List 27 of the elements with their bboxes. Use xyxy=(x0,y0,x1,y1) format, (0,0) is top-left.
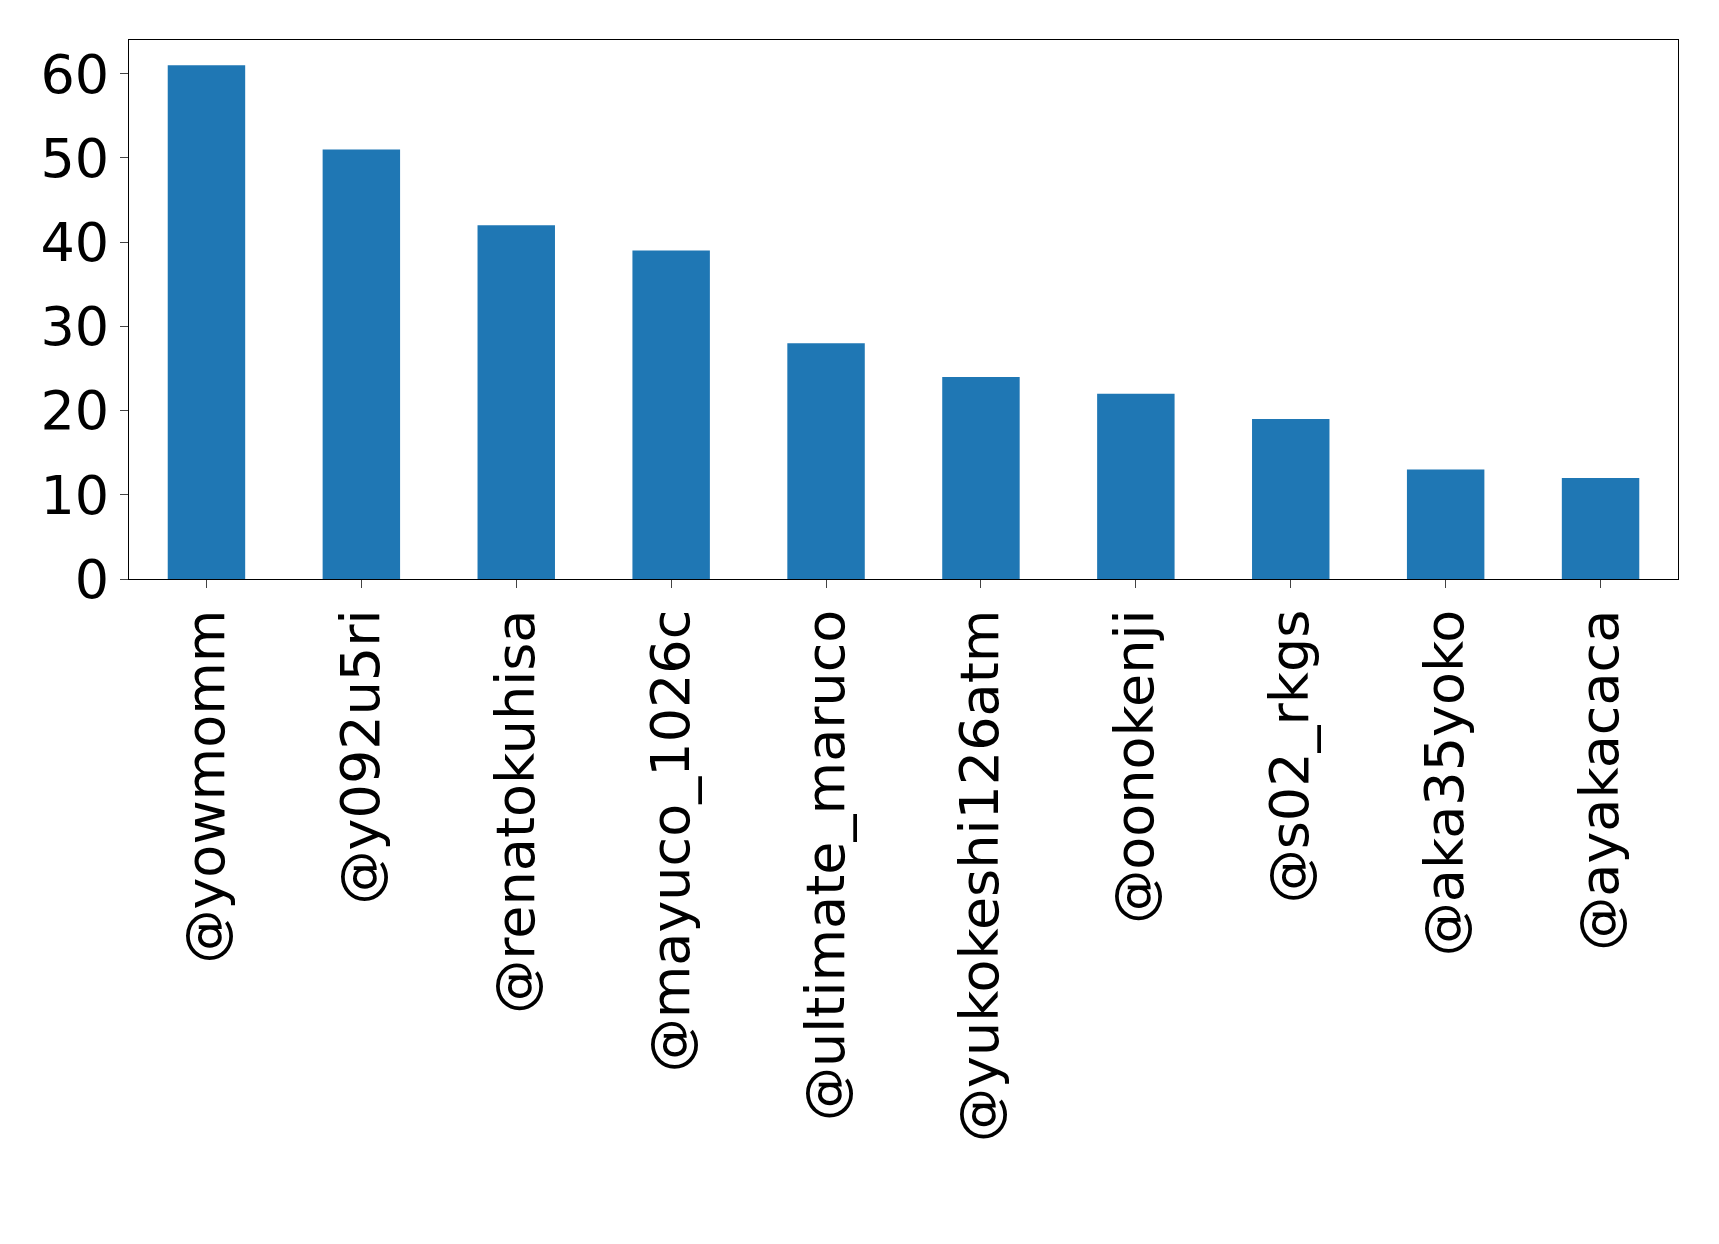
bar xyxy=(477,225,555,579)
x-tick-label: @renatokuhisa xyxy=(483,609,547,1014)
x-tick-label: @ultimate_maruco xyxy=(793,609,857,1121)
bar xyxy=(787,343,865,579)
x-tick-label: @oonokenji xyxy=(1103,609,1167,924)
bar xyxy=(167,65,246,579)
x-tick-label: @mayuco_1026c xyxy=(638,609,702,1073)
x-tick-label: @yowmomm xyxy=(174,609,237,964)
bar xyxy=(1252,418,1330,579)
x-tick-label: @ayakacaca xyxy=(1568,609,1632,951)
y-tick-label: 40 xyxy=(40,211,110,275)
y-tick-label: 10 xyxy=(40,463,110,527)
bar xyxy=(1097,393,1175,579)
y-tick-label: 30 xyxy=(40,295,110,359)
x-tick-label: @y092u5ri xyxy=(328,609,392,905)
x-tick-label: @s02_rkgs xyxy=(1258,609,1322,904)
x-tick-label: @aka35yoko xyxy=(1413,609,1477,957)
bar xyxy=(632,250,710,579)
bar xyxy=(1406,469,1485,579)
x-tick-label: @yukokeshi126atm xyxy=(948,609,1012,1143)
bar xyxy=(942,376,1020,579)
bar xyxy=(322,149,401,579)
bar xyxy=(1561,477,1640,579)
y-tick-label: 0 xyxy=(74,547,110,611)
y-tick-label: 60 xyxy=(40,42,110,106)
y-tick-label: 20 xyxy=(40,379,110,443)
y-tick-label: 50 xyxy=(40,126,110,190)
